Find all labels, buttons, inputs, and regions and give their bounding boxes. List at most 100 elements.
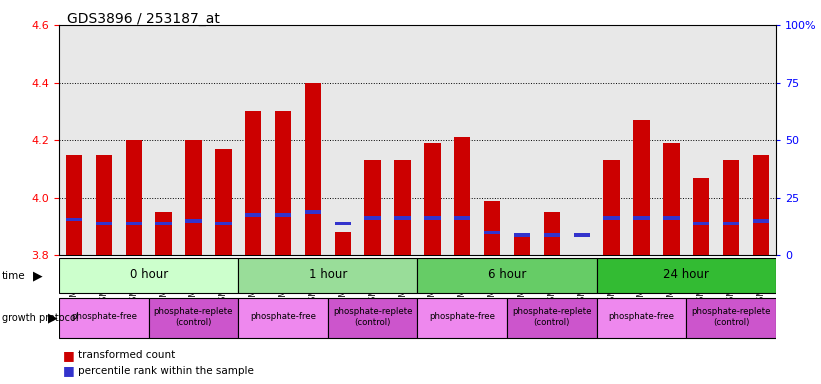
Bar	[597, 258, 776, 293]
Bar	[238, 25, 268, 255]
Text: ■: ■	[63, 349, 75, 362]
Bar	[657, 25, 686, 255]
Bar	[365, 161, 381, 255]
Bar	[507, 298, 597, 338]
Bar	[626, 25, 657, 255]
Bar	[418, 25, 447, 255]
Bar	[155, 222, 172, 225]
Bar	[335, 232, 351, 255]
Bar	[574, 233, 590, 237]
Bar	[245, 214, 261, 217]
Bar	[484, 201, 500, 255]
Bar	[89, 25, 119, 255]
Bar	[418, 258, 597, 293]
Bar	[424, 143, 441, 255]
Text: phosphate-free: phosphate-free	[608, 312, 675, 321]
Bar	[149, 298, 238, 338]
Bar	[245, 111, 261, 255]
Text: ■: ■	[63, 364, 75, 377]
Bar	[238, 298, 328, 338]
Bar	[66, 218, 82, 221]
Bar	[96, 155, 112, 255]
Bar	[186, 219, 202, 223]
Bar	[514, 233, 530, 237]
Bar	[424, 216, 441, 220]
Text: phosphate-free: phosphate-free	[429, 312, 495, 321]
Bar	[514, 235, 530, 255]
Bar	[394, 216, 410, 220]
Bar	[126, 140, 142, 255]
Bar	[328, 25, 358, 255]
Text: time: time	[2, 271, 25, 281]
Bar	[633, 120, 649, 255]
Bar	[454, 216, 470, 220]
Bar	[119, 25, 149, 255]
Text: 24 hour: 24 hour	[663, 268, 709, 281]
Bar	[537, 25, 566, 255]
Bar	[275, 214, 291, 217]
Bar	[365, 216, 381, 220]
Bar	[597, 25, 626, 255]
Bar	[268, 25, 298, 255]
Bar	[686, 25, 716, 255]
Bar	[388, 25, 418, 255]
Bar	[59, 25, 89, 255]
Bar	[335, 222, 351, 225]
Bar	[484, 231, 500, 234]
Text: 1 hour: 1 hour	[309, 268, 347, 281]
Bar	[753, 219, 769, 223]
Bar	[753, 155, 769, 255]
Bar	[603, 216, 620, 220]
Bar	[722, 161, 739, 255]
Bar	[447, 25, 477, 255]
Bar	[722, 222, 739, 225]
Bar	[633, 216, 649, 220]
Text: transformed count: transformed count	[78, 350, 175, 360]
Bar	[544, 233, 560, 237]
Text: ▶: ▶	[33, 269, 43, 282]
Text: 0 hour: 0 hour	[130, 268, 167, 281]
Bar	[663, 216, 680, 220]
Bar	[597, 298, 686, 338]
Bar	[693, 222, 709, 225]
Bar	[358, 25, 388, 255]
Text: GDS3896 / 253187_at: GDS3896 / 253187_at	[67, 12, 220, 25]
Bar	[418, 298, 507, 338]
Bar	[66, 155, 82, 255]
Text: 6 hour: 6 hour	[488, 268, 526, 281]
Bar	[59, 258, 238, 293]
Bar	[746, 25, 776, 255]
Bar	[686, 298, 776, 338]
Bar	[507, 25, 537, 255]
Text: phosphate-free: phosphate-free	[250, 312, 316, 321]
Bar	[215, 149, 232, 255]
Bar	[209, 25, 238, 255]
Bar	[305, 83, 321, 255]
Bar	[663, 143, 680, 255]
Bar	[566, 25, 597, 255]
Text: phosphate-free: phosphate-free	[71, 312, 137, 321]
Bar	[149, 25, 178, 255]
Bar	[238, 258, 417, 293]
Text: phosphate-replete
(control): phosphate-replete (control)	[512, 307, 592, 326]
Bar	[603, 161, 620, 255]
Bar	[328, 298, 418, 338]
Bar	[298, 25, 328, 255]
Bar	[305, 210, 321, 214]
Bar	[186, 140, 202, 255]
Bar	[155, 212, 172, 255]
Bar	[275, 111, 291, 255]
Bar	[454, 137, 470, 255]
Bar	[716, 25, 746, 255]
Bar	[59, 298, 149, 338]
Text: phosphate-replete
(control): phosphate-replete (control)	[154, 307, 233, 326]
Bar	[544, 212, 560, 255]
Bar	[96, 222, 112, 225]
Bar	[394, 161, 410, 255]
Text: growth protocol: growth protocol	[2, 313, 78, 323]
Text: phosphate-replete
(control): phosphate-replete (control)	[691, 307, 771, 326]
Bar	[477, 25, 507, 255]
Text: ▶: ▶	[48, 311, 57, 324]
Bar	[178, 25, 209, 255]
Text: percentile rank within the sample: percentile rank within the sample	[78, 366, 254, 376]
